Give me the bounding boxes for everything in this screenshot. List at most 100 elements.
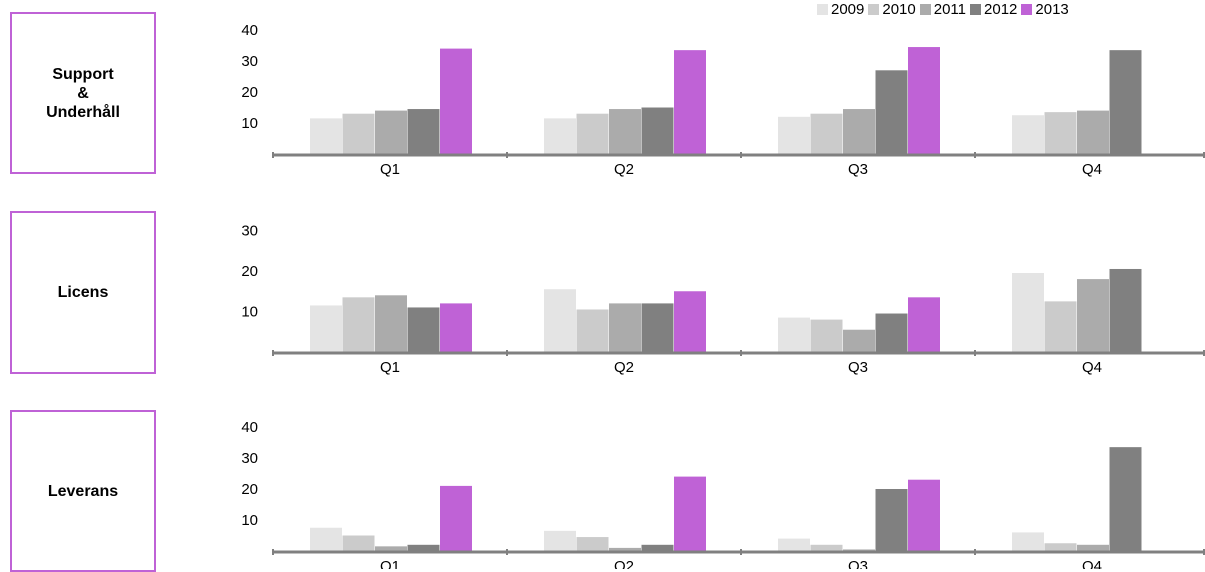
y-tick-label: 30 [241,450,258,467]
legend-swatch-2011 [919,3,931,15]
panel-label-support-text: Support & Underhåll [46,65,120,121]
x-category-label: Q2 [614,161,634,178]
bar-2012-q4 [1109,50,1142,154]
x-category-label: Q1 [380,161,400,178]
bar-2011-q2 [609,547,641,551]
y-tick-label: 10 [241,304,258,321]
bar-2011-q2 [609,109,641,154]
bar-2012-q1 [407,307,440,352]
legend-item-2010: 2010 [868,0,916,18]
bar-2011-q1 [375,546,407,551]
x-category-label: Q3 [848,558,868,569]
bar-2012-q4 [1109,268,1142,352]
x-category-label: Q3 [848,161,868,178]
bar-2009-q1 [310,118,342,154]
bar-2009-q4 [1012,273,1044,352]
bar-2013-q3 [908,297,940,352]
bar-2012-q4 [1109,447,1142,551]
x-category-label: Q2 [614,558,634,569]
bar-2013-q1 [440,485,472,551]
bar-2011-q1 [375,295,407,352]
bar-2010-q1 [342,297,375,352]
bar-2010-q3 [810,319,843,352]
legend-label-2011: 2011 [933,0,967,18]
bar-2011-q2 [609,303,641,352]
legend-swatch-2013 [1021,3,1033,15]
panel-label-leverans-text: Leverans [47,482,119,500]
panel-label-licens-text: Licens [57,284,109,301]
bar-2009-q1 [310,305,342,352]
legend-item-2013: 2013 [1021,0,1069,18]
legend-swatch-2010 [868,3,880,15]
bar-2011-q4 [1077,279,1109,352]
y-tick-label: 40 [241,419,258,436]
bar-2009-q4 [1012,115,1044,154]
bar-2013-q2 [674,476,706,551]
bar-2012-q3 [875,313,908,352]
panel-label-licens: Licens [10,211,156,374]
legend-item-2011: 2011 [919,0,967,18]
bar-2010-q3 [810,113,843,154]
bar-2012-q1 [407,544,440,551]
bar-2010-q4 [1044,301,1077,352]
bar-2013-q1 [440,303,472,352]
bar-2010-q4 [1044,112,1077,154]
y-tick-label: 30 [241,53,258,70]
bar-2009-q4 [1012,532,1044,551]
bar-2012-q3 [875,489,908,551]
bar-2011-q4 [1077,544,1109,551]
x-category-label: Q4 [1082,161,1102,178]
bar-2011-q3 [843,549,875,551]
bar-2011-q4 [1077,110,1109,154]
bar-2011-q3 [843,109,875,154]
bar-2009-q2 [544,289,576,352]
y-tick-label: 20 [241,84,258,101]
bar-2012-q2 [641,107,674,154]
legend-label-2013: 2013 [1035,0,1069,18]
bar-2009-q3 [778,317,810,352]
bar-2012-q2 [641,303,674,352]
y-tick-label: 40 [241,22,258,39]
legend-swatch-2009 [817,3,828,15]
x-category-label: Q1 [380,558,400,569]
y-tick-label: 10 [241,115,258,132]
bar-2010-q1 [342,113,375,154]
bar-2009-q1 [310,527,342,551]
x-category-label: Q4 [1082,558,1102,569]
bar-2010-q2 [576,309,609,352]
x-category-label: Q3 [848,359,868,376]
bar-2009-q2 [544,118,576,154]
bar-2012-q1 [407,109,440,154]
y-tick-label: 20 [241,481,258,498]
bar-2012-q2 [641,544,674,551]
panel-label-support: Support & Underhåll [10,12,156,174]
bar-2010-q2 [576,537,609,551]
bar-2013-q2 [674,50,706,154]
bar-2013-q3 [908,479,940,551]
bar-2009-q3 [778,116,810,154]
x-category-label: Q2 [614,359,634,376]
bar-2010-q4 [1044,543,1077,551]
legend-item-2009: 2009 [817,1,864,18]
bar-2010-q1 [342,535,375,551]
y-tick-label: 20 [241,263,258,280]
bar-2011-q1 [375,110,407,154]
chart-legend: 2009 2010 2011 2012 2013 [817,0,1073,18]
y-tick-label: 10 [241,512,258,529]
legend-swatch-2012 [970,3,982,15]
bar-2013-q1 [440,48,472,154]
y-tick-label: 30 [241,223,258,240]
bar-2010-q2 [576,113,609,154]
bar-2013-q2 [674,291,706,352]
x-category-label: Q1 [380,359,400,376]
bar-2009-q3 [778,538,810,551]
legend-label-2012: 2012 [984,0,1018,18]
legend-label-2009: 2009 [831,0,865,18]
bar-2013-q3 [908,47,940,154]
legend-item-2012: 2012 [970,1,1017,18]
legend-label-2010: 2010 [882,0,916,18]
bar-2009-q2 [544,530,576,551]
bar-2010-q3 [810,544,843,551]
bar-2012-q3 [875,70,908,154]
